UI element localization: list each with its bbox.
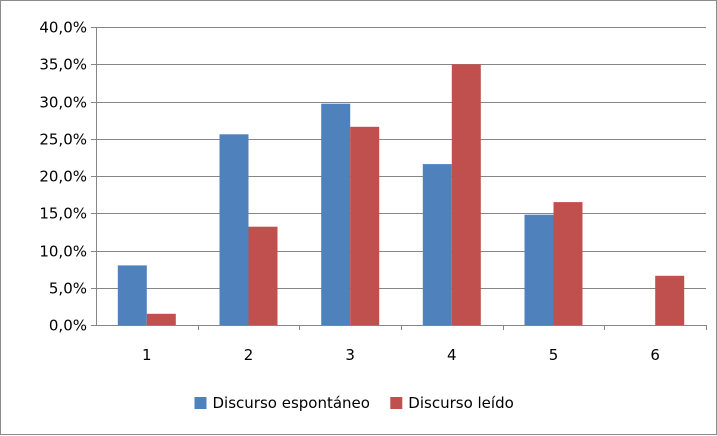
legend-label-discurso-espontaneo: Discurso espontáneo: [213, 394, 370, 412]
y-tick-label: 30,0%: [39, 94, 87, 112]
bar-discurso-leido-4: [451, 64, 481, 326]
bar-discurso-leido-2: [248, 226, 278, 325]
bars: [117, 64, 685, 326]
y-tick-label: 10,0%: [39, 243, 87, 261]
y-tick-label: 20,0%: [39, 168, 87, 186]
bar-discurso-leido-1: [146, 313, 176, 325]
bar-discurso-leido-5: [553, 202, 583, 325]
legend-label-discurso-leido: Discurso leído: [408, 394, 513, 412]
y-tick-label: 25,0%: [39, 131, 87, 149]
legend-swatch-discurso-leido: [390, 397, 403, 409]
x-tick-label: 1: [142, 346, 152, 364]
x-tick-label: 5: [549, 346, 559, 364]
bar-discurso-espontaneo-2: [219, 134, 249, 325]
y-axis-tick-labels: 0,0% 5,0% 10,0% 15,0% 20,0% 25,0% 30,0% 35,0% 40…: [39, 19, 87, 335]
x-tick-label: 4: [447, 346, 457, 364]
y-tick-label: 15,0%: [39, 205, 87, 223]
y-tick-label: 0,0%: [49, 317, 87, 335]
legend: Discurso espontáneo Discurso leído: [194, 394, 514, 412]
bar-discurso-leido-6: [655, 275, 685, 325]
legend-swatch-discurso-espontaneo: [194, 397, 207, 409]
y-tick-label: 35,0%: [39, 56, 87, 74]
bar-discurso-espontaneo-4: [422, 164, 452, 325]
x-tick-label: 2: [244, 346, 254, 364]
y-tick-label: 5,0%: [49, 280, 87, 298]
gridlines: [96, 27, 706, 289]
x-axis-tick-labels: 1 2 3 4 5 6: [142, 346, 660, 364]
bar-discurso-espontaneo-5: [524, 214, 554, 325]
axes: [91, 27, 707, 330]
bar-discurso-leido-3: [350, 126, 380, 325]
bar-discurso-espontaneo-1: [117, 265, 147, 325]
bar-discurso-espontaneo-3: [321, 103, 351, 325]
y-tick-label: 40,0%: [39, 19, 87, 37]
x-tick-label: 6: [650, 346, 660, 364]
x-tick-label: 3: [345, 346, 355, 364]
